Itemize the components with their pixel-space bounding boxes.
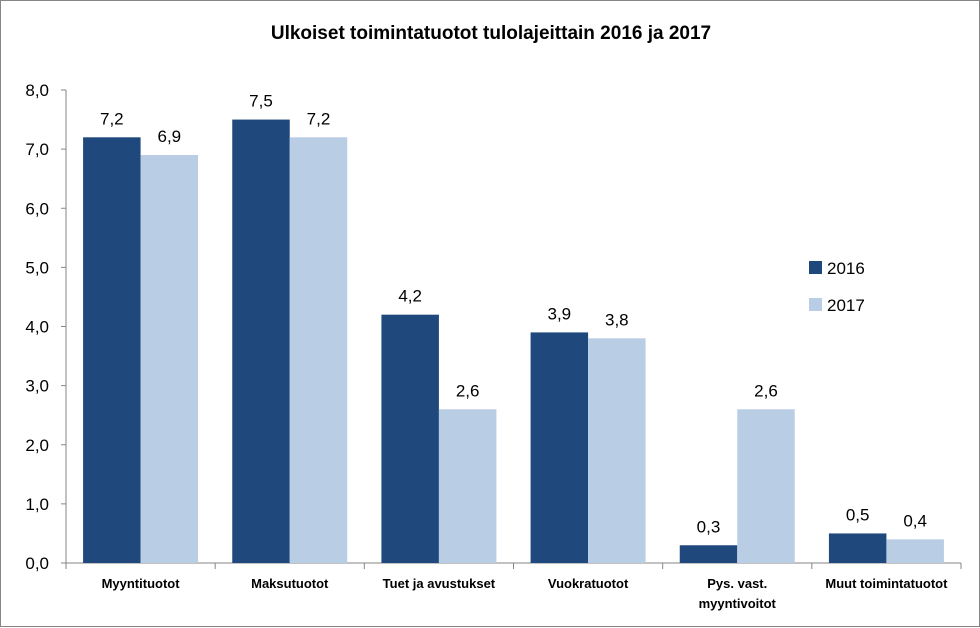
chart-legend: 2016 2017 <box>809 259 865 315</box>
chart-axes: 0,0 1,0 2,0 3,0 4,0 5,0 6,0 7,0 8,0 Myyntituotot M… <box>25 81 962 611</box>
y-tick-label: 3,0 <box>25 377 49 396</box>
bar-2016-3 <box>530 332 589 563</box>
bar-2017-4 <box>737 409 795 563</box>
legend-swatch-2016 <box>809 261 822 274</box>
data-label: 7,5 <box>249 92 273 111</box>
x-category-label: Muut toimintatuotot <box>825 576 948 591</box>
y-tick-label: 4,0 <box>25 318 49 337</box>
bar-2016-5 <box>828 533 887 563</box>
data-label: 7,2 <box>100 109 124 128</box>
y-tick-label: 5,0 <box>25 258 49 277</box>
bar-2016-4 <box>679 545 738 563</box>
legend-label-2017: 2017 <box>827 296 865 315</box>
data-label: 7,2 <box>307 109 331 128</box>
y-tick-label: 8,0 <box>25 81 49 100</box>
x-category-label: myyntivoitot <box>699 596 777 611</box>
x-category-label: Vuokratuotot <box>548 576 629 591</box>
y-tick-label: 7,0 <box>25 140 49 159</box>
data-label: 3,9 <box>548 304 572 323</box>
bar-2016-2 <box>381 314 439 563</box>
y-tick-label: 1,0 <box>25 495 49 514</box>
y-tick-label: 0,0 <box>25 554 49 573</box>
bar-2016-0 <box>83 137 141 564</box>
chart-bars: 7,2 6,9 7,5 7,2 4,2 2,6 3,9 3,8 0,3 2,6 0,5 0,4 <box>83 92 944 564</box>
bar-2017-5 <box>886 539 944 563</box>
chart-title: Ulkoiset toimintatuotot tulolajeittain 2… <box>271 23 711 44</box>
data-label: 4,2 <box>398 287 422 306</box>
bar-2017-0 <box>140 155 199 563</box>
x-category-label: Myyntituotot <box>102 576 181 591</box>
data-label: 0,3 <box>697 517 721 536</box>
legend-label-2016: 2016 <box>827 259 865 278</box>
data-label: 3,8 <box>605 310 629 329</box>
x-category-label: Tuet ja avustukset <box>383 576 496 591</box>
data-label: 2,6 <box>754 381 778 400</box>
bar-2017-1 <box>289 137 348 564</box>
x-category-label: Pys. vast. <box>707 576 767 591</box>
x-category-label: Maksutuotot <box>251 576 329 591</box>
data-label: 0,5 <box>846 505 870 524</box>
y-tick-label: 2,0 <box>25 436 49 455</box>
legend-swatch-2017 <box>809 298 822 311</box>
bar-2017-2 <box>438 409 497 563</box>
data-label: 6,9 <box>158 127 182 146</box>
data-label: 0,4 <box>903 511 927 530</box>
bar-2017-3 <box>588 338 646 563</box>
bar-2016-1 <box>232 119 290 563</box>
data-label: 2,6 <box>456 381 480 400</box>
y-tick-label: 6,0 <box>25 199 49 218</box>
